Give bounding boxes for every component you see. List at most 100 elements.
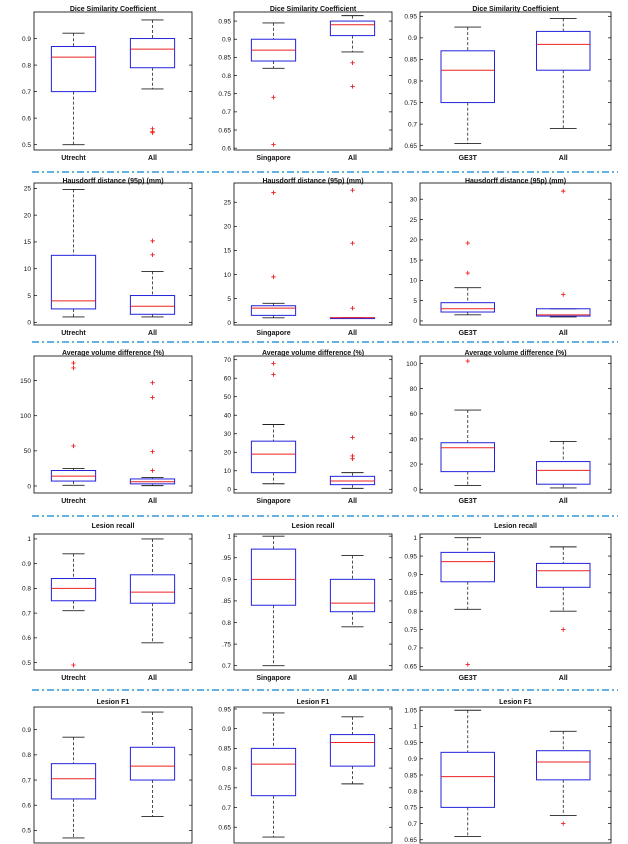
y-tick-label: 0.8 [22,752,31,759]
y-tick-label: 0 [413,318,417,325]
box-iqr [129,574,176,604]
boxplot-panel: Hausdorff distance (95p) (mm) 0 5 10 15 20 25 S… [224,178,393,337]
chart-title: Dice Similarity Coefficient [70,6,157,13]
y-tick-label: 0 [413,487,417,494]
y-tick-label: 0.5 [22,142,31,149]
box [50,736,97,839]
box [129,711,176,818]
box [440,26,495,144]
plot-frame [419,355,612,494]
y-tick-label: 0.9 [408,35,417,42]
chart-title: Lesion F1 [297,699,330,706]
y-tick-label: 0.8 [408,78,417,85]
y-tick-label: 50 [224,394,232,401]
box [536,546,591,632]
box-iqr [440,751,495,808]
y-tick-label: 0.9 [22,561,31,568]
y-tick-label: 0.6 [22,803,31,810]
chart-title: Lesion recall [92,523,135,530]
outlier-marker [350,240,355,246]
box [440,709,495,837]
outlier-marker [271,95,276,100]
box-iqr [129,38,176,69]
x-category-label: Utrecht [61,155,86,162]
chart-title: Hausdorff distance (95p) (mm) [62,178,163,185]
box [329,716,376,785]
box [536,188,591,318]
outlier-marker [150,449,155,454]
outlier-marker [271,361,276,366]
outlier-marker [150,395,155,400]
y-tick-label: 0.7 [408,645,417,652]
box [250,712,297,838]
outlier-marker [150,468,155,473]
x-category-label: GE3T [459,155,478,162]
plot-frame [233,533,393,671]
boxplot-panel: Dice Similarity Coefficient 0.65 0.7 0.75 0.… [404,6,612,162]
box-iqr [536,562,591,588]
x-category-label: GE3T [459,498,478,505]
y-tick-label: 0.7 [222,109,231,116]
y-tick-label: 0.8 [22,586,31,593]
boxplot-panel: Average volume difference (%) 0 10 20 30 40 50… [224,350,393,505]
x-category-label: All [348,498,357,505]
y-tick-label: 10 [24,266,32,273]
outlier-marker [350,456,355,461]
chart-title: Lesion F1 [97,699,130,706]
y-tick-label: 0.85 [218,746,231,753]
x-category-label: Utrecht [61,675,86,682]
chart-title: Average volume difference (%) [464,350,566,357]
y-tick-label: 0.8 [408,788,417,795]
boxplot-panel: Lesion F1 0.65 0.7 0.75 0.8 0.85 0.9 0.95 1 1.05 [404,699,612,844]
chart-title: Dice Similarity Coefficient [472,6,559,13]
box-iqr [440,551,495,583]
y-tick-label: 15 [24,239,32,246]
box-iqr [536,461,591,485]
box [440,537,495,667]
chart-title: Hausdorff distance (95p) (mm) [465,178,566,185]
y-tick-label: 0.9 [408,572,417,579]
boxplot-panel: Dice Similarity Coefficient 0.5 0.6 0.7 0.8 0… [22,6,193,162]
y-tick-label: 0 [227,487,231,494]
y-tick-label: 0.65 [218,825,231,832]
y-tick-label: 0.7 [408,121,417,128]
y-tick-label: 25 [410,217,418,224]
y-tick-label: 0.85 [404,57,417,64]
box-iqr [536,308,591,317]
x-category-label: Utrecht [61,330,86,337]
x-category-label: All [148,498,157,505]
y-tick-label: 10 [224,272,232,279]
y-tick-label: 0.8 [222,765,231,772]
plot-frame [419,11,612,151]
y-tick-label: 0.95 [218,18,231,25]
y-tick-label: 0 [227,320,231,327]
chart-title: Dice Similarity Coefficient [270,6,357,13]
y-tick-label: 100 [20,413,31,420]
y-tick-label: 0.9 [222,726,231,733]
outlier-marker [561,627,566,632]
box [129,380,176,487]
y-tick-label: 0.6 [22,635,31,642]
box-iqr [50,46,97,93]
y-tick-label: 1 [27,536,31,543]
x-category-label: Singapore [256,675,290,682]
y-tick-label: 80 [410,386,418,393]
outlier-marker [150,238,155,244]
box [536,730,591,826]
box [536,18,591,129]
box [329,555,376,628]
plot-frame [233,11,393,151]
x-category-label: All [559,155,568,162]
box-iqr [250,440,297,474]
x-category-label: All [559,330,568,337]
outlier-marker [561,821,566,826]
y-tick-label: 0.95 [404,14,417,21]
outlier-marker [271,142,276,147]
box [50,360,97,486]
box-iqr [440,302,495,313]
plot-frame [33,706,193,844]
boxplot-panel: Lesion F1 0.65 0.7 0.75 0.8 0.85 0.9 0.95 [218,699,393,844]
box [129,538,176,644]
plot-frame [419,706,612,844]
